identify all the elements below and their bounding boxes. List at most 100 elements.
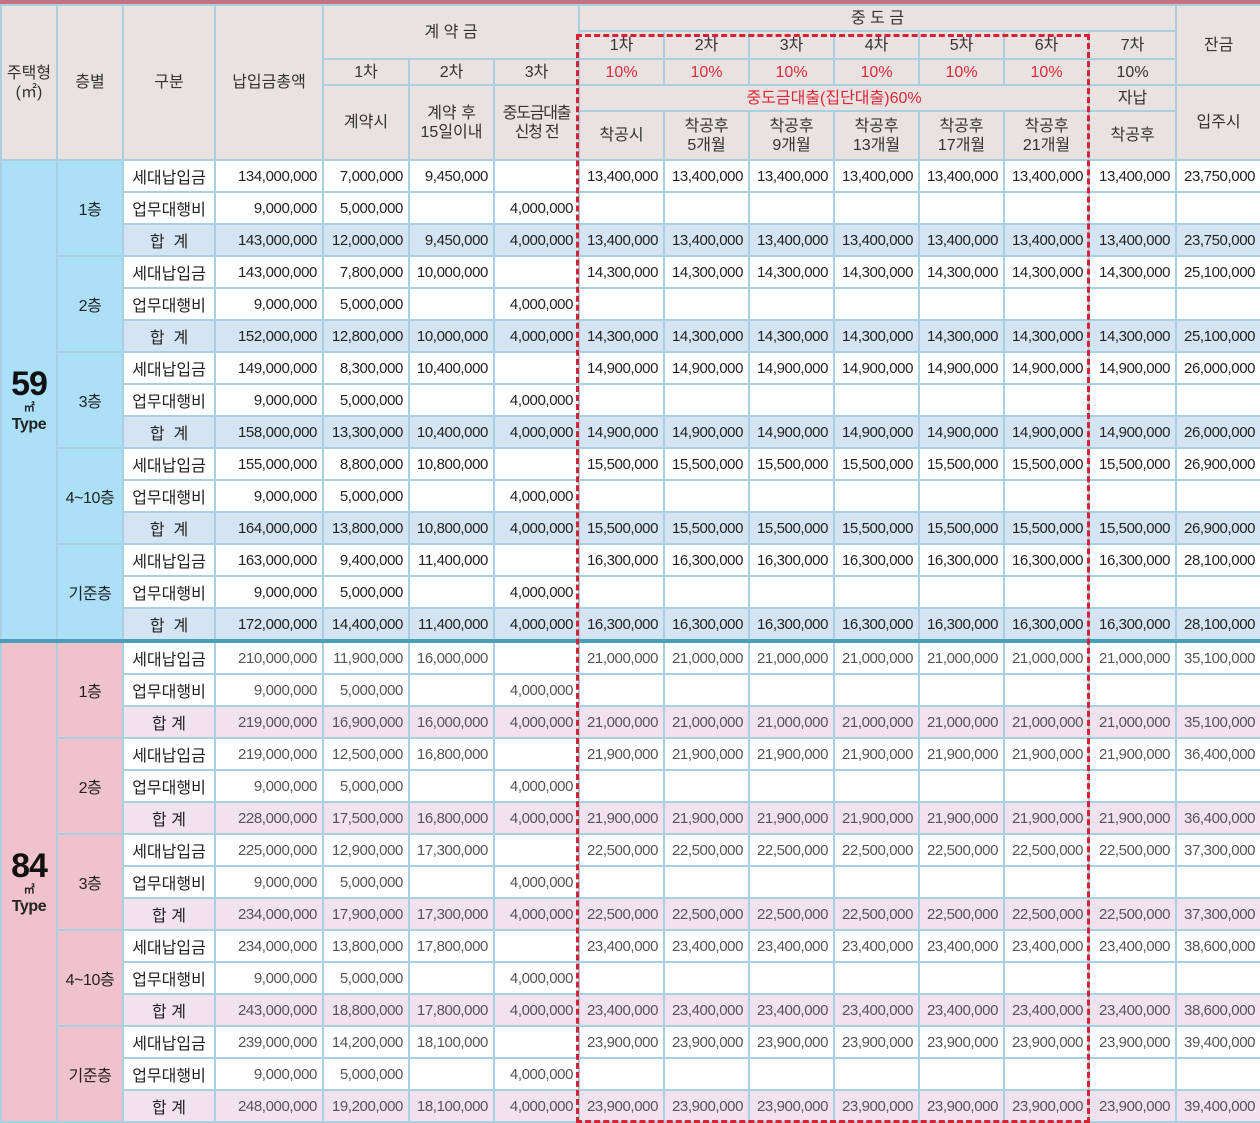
amount-cell: 21,000,000 bbox=[833, 639, 921, 675]
amount-cell: 28,100,000 bbox=[1175, 543, 1260, 577]
deposit-timing: 계약 후 15일이내 bbox=[408, 84, 495, 161]
table-row: 합 계 143,000,000 12,000,000 9,450,000 4,000,0… bbox=[1, 223, 1260, 257]
type-word: Type bbox=[11, 416, 47, 433]
amount-cell: 7,800,000 bbox=[322, 255, 410, 289]
amount-cell: 16,300,000 bbox=[1003, 543, 1091, 577]
amount-cell bbox=[492, 159, 581, 193]
amount-cell: 23,400,000 bbox=[1003, 993, 1091, 1027]
amount-cell: 16,300,000 bbox=[578, 543, 666, 577]
amount-cell: 23,900,000 bbox=[1088, 1025, 1178, 1059]
header-deposit: 계 약 금 bbox=[321, 4, 581, 60]
table-row: 업무대행비 9,000,000 5,000,000 4,000,000 bbox=[1, 1057, 1260, 1091]
header-middle: 중 도 금 bbox=[578, 4, 1178, 32]
amount-cell: 23,400,000 bbox=[918, 993, 1006, 1027]
amount-cell: 23,400,000 bbox=[1088, 993, 1178, 1027]
floor-cell: 2층 bbox=[56, 737, 124, 835]
amount-cell bbox=[408, 769, 495, 803]
table-row: 합 계 158,000,000 13,300,000 10,400,000 4,000,… bbox=[1, 415, 1260, 449]
deposit-round: 3차 bbox=[492, 58, 581, 86]
amount-cell bbox=[1175, 673, 1260, 707]
amount-cell: 16,300,000 bbox=[1003, 607, 1091, 642]
amount-cell bbox=[663, 1057, 751, 1091]
amount-cell bbox=[748, 1057, 836, 1091]
amount-cell: 25,100,000 bbox=[1175, 255, 1260, 289]
middle-timing: 착공후 5개월 bbox=[663, 110, 751, 161]
amount-cell: 225,000,000 bbox=[214, 833, 324, 867]
amount-cell: 22,500,000 bbox=[663, 833, 751, 867]
amount-cell bbox=[578, 191, 666, 225]
floor-cell: 2층 bbox=[56, 255, 124, 353]
amount-cell bbox=[918, 383, 1006, 417]
amount-cell: 4,000,000 bbox=[492, 1057, 581, 1091]
amount-cell: 4,000,000 bbox=[492, 673, 581, 707]
amount-cell: 158,000,000 bbox=[214, 415, 324, 449]
amount-cell: 17,300,000 bbox=[408, 897, 495, 931]
amount-cell: 14,300,000 bbox=[918, 255, 1006, 289]
floor-cell: 기준층 bbox=[56, 1025, 124, 1123]
row-label: 업무대행비 bbox=[122, 865, 216, 899]
amount-cell: 9,450,000 bbox=[408, 223, 495, 257]
amount-cell: 4,000,000 bbox=[492, 191, 581, 225]
amount-cell: 14,300,000 bbox=[833, 255, 921, 289]
amount-cell: 23,400,000 bbox=[833, 929, 921, 963]
amount-cell: 4,000,000 bbox=[492, 961, 581, 995]
amount-cell: 14,300,000 bbox=[578, 319, 666, 353]
amount-cell: 9,450,000 bbox=[408, 159, 495, 193]
amount-cell: 22,500,000 bbox=[748, 897, 836, 931]
amount-cell bbox=[1003, 575, 1091, 609]
middle-percent: 10% bbox=[1003, 58, 1091, 86]
amount-cell: 13,400,000 bbox=[663, 223, 751, 257]
amount-cell: 13,400,000 bbox=[748, 223, 836, 257]
amount-cell: 10,000,000 bbox=[408, 255, 495, 289]
middle-round: 7차 bbox=[1088, 30, 1178, 60]
row-label: 세대납입금 bbox=[122, 737, 216, 771]
amount-cell: 5,000,000 bbox=[322, 383, 410, 417]
amount-cell bbox=[1003, 961, 1091, 995]
amount-cell bbox=[833, 575, 921, 609]
amount-cell: 26,000,000 bbox=[1175, 415, 1260, 449]
row-label: 세대납입금 bbox=[122, 833, 216, 867]
amount-cell bbox=[1088, 961, 1178, 995]
amount-cell bbox=[1088, 865, 1178, 899]
table-row: 업무대행비 9,000,000 5,000,000 4,000,000 bbox=[1, 961, 1260, 995]
amount-cell: 143,000,000 bbox=[214, 255, 324, 289]
amount-cell: 10,400,000 bbox=[408, 351, 495, 385]
middle-round: 3차 bbox=[748, 30, 836, 60]
amount-cell: 5,000,000 bbox=[322, 575, 410, 609]
middle-timing: 착공후 13개월 bbox=[833, 110, 921, 161]
amount-cell: 21,900,000 bbox=[578, 801, 666, 835]
amount-cell bbox=[918, 865, 1006, 899]
amount-cell: 35,100,000 bbox=[1175, 705, 1260, 739]
amount-cell: 16,300,000 bbox=[748, 607, 836, 642]
amount-cell: 4,000,000 bbox=[492, 511, 581, 545]
amount-cell: 23,400,000 bbox=[578, 993, 666, 1027]
amount-cell bbox=[663, 673, 751, 707]
amount-cell bbox=[918, 1057, 1006, 1091]
amount-cell: 18,800,000 bbox=[322, 993, 410, 1027]
amount-cell: 22,500,000 bbox=[1088, 833, 1178, 867]
amount-cell: 21,000,000 bbox=[578, 705, 666, 739]
middle-round: 1차 bbox=[578, 30, 666, 60]
table-row: 업무대행비 9,000,000 5,000,000 4,000,000 bbox=[1, 287, 1260, 321]
amount-cell bbox=[492, 351, 581, 385]
amount-cell: 4,000,000 bbox=[492, 383, 581, 417]
amount-cell: 26,900,000 bbox=[1175, 511, 1260, 545]
amount-cell: 15,500,000 bbox=[748, 511, 836, 545]
amount-cell: 13,400,000 bbox=[1088, 159, 1178, 193]
amount-cell: 14,300,000 bbox=[748, 319, 836, 353]
amount-cell: 15,500,000 bbox=[578, 511, 666, 545]
amount-cell bbox=[492, 833, 581, 867]
table-row: 합 계 228,000,000 17,500,000 16,800,000 4,000,… bbox=[1, 801, 1260, 835]
amount-cell bbox=[918, 961, 1006, 995]
amount-cell: 13,400,000 bbox=[1003, 223, 1091, 257]
amount-cell: 15,500,000 bbox=[918, 511, 1006, 545]
amount-cell bbox=[1088, 287, 1178, 321]
amount-cell: 14,300,000 bbox=[1088, 319, 1178, 353]
amount-cell bbox=[663, 383, 751, 417]
amount-cell: 14,900,000 bbox=[833, 351, 921, 385]
amount-cell: 11,900,000 bbox=[322, 639, 410, 675]
amount-cell: 4,000,000 bbox=[492, 415, 581, 449]
amount-cell: 14,900,000 bbox=[1088, 351, 1178, 385]
amount-cell: 5,000,000 bbox=[322, 479, 410, 513]
row-label: 세대납입금 bbox=[122, 447, 216, 481]
